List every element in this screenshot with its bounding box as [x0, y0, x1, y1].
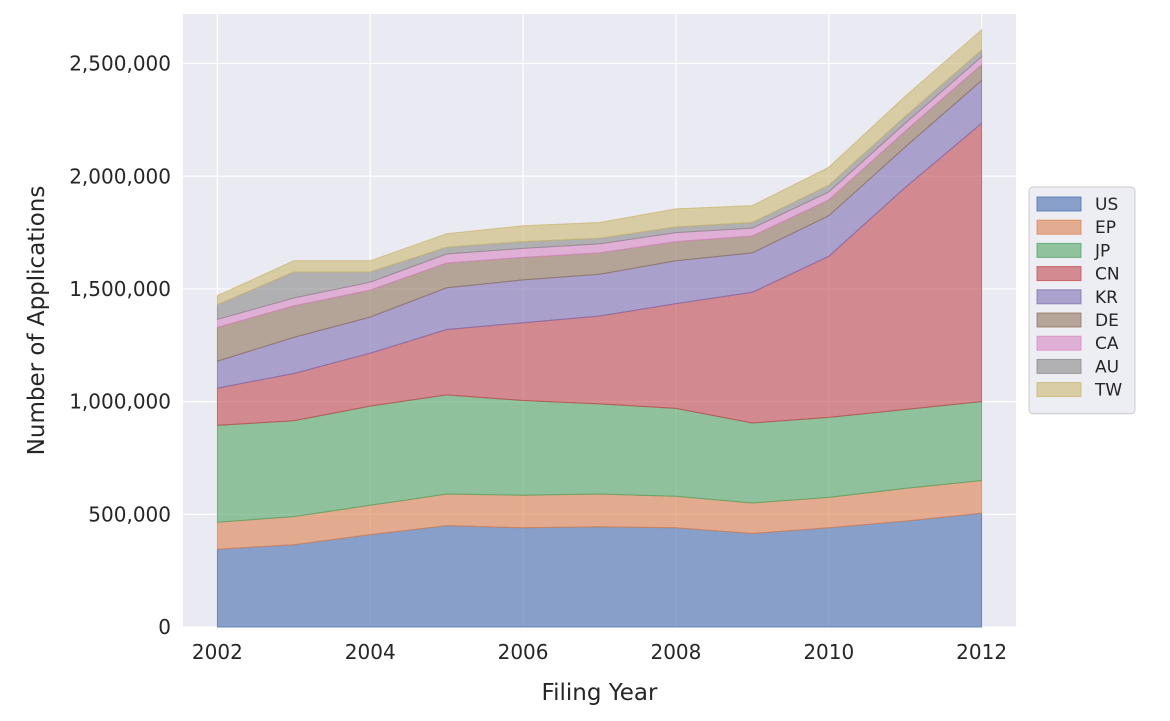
legend-label: KR	[1095, 288, 1118, 308]
legend-item-au: AU	[1036, 357, 1119, 377]
legend-item-de: DE	[1036, 311, 1119, 331]
legend-label: CN	[1095, 265, 1120, 285]
legend-item-us: US	[1036, 195, 1118, 215]
x-tick-label: 2012	[956, 640, 1007, 664]
legend-label: TW	[1094, 381, 1122, 401]
legend-swatch	[1036, 266, 1082, 282]
legend-label: EP	[1095, 218, 1116, 238]
y-tick-label: 2,000,000	[69, 164, 171, 188]
legend-item-kr: KR	[1036, 288, 1118, 308]
legend-item-jp: JP	[1036, 241, 1110, 261]
legend-swatch	[1036, 196, 1082, 212]
y-axis-ticks: 0 500,000 1,000,000 1,500,000 2,000,000 2,500…	[69, 52, 171, 639]
x-axis-ticks: 2002 2004 2006 2008 2010 2012	[192, 640, 1007, 664]
area-tw	[216, 28, 983, 306]
legend-swatch	[1036, 358, 1082, 374]
legend-swatch	[1036, 335, 1082, 351]
y-tick-label: 1,500,000	[69, 277, 171, 301]
y-tick-label: 1,000,000	[69, 390, 171, 414]
x-axis-title: Filing Year	[542, 680, 658, 706]
y-axis-title: Number of Applications	[24, 186, 50, 456]
x-tick-label: 2004	[345, 640, 396, 664]
legend-swatch	[1036, 312, 1082, 328]
x-tick-label: 2006	[498, 640, 549, 664]
legend-item-cn: CN	[1036, 265, 1120, 285]
stacked-areas	[216, 28, 983, 628]
x-tick-label: 2008	[650, 640, 701, 664]
legend-swatch	[1036, 382, 1082, 398]
legend-label: AU	[1095, 357, 1119, 377]
legend-label: DE	[1095, 311, 1119, 331]
y-tick-label: 500,000	[88, 502, 171, 526]
legend-swatch	[1036, 242, 1082, 258]
y-tick-label: 2,500,000	[69, 52, 171, 76]
legend-swatch	[1036, 289, 1082, 305]
x-tick-label: 2002	[192, 640, 243, 664]
legend-swatch	[1036, 219, 1082, 235]
y-tick-label: 0	[158, 615, 171, 639]
legend-item-ca: CA	[1036, 334, 1119, 354]
legend-label: US	[1095, 195, 1118, 215]
legend-label: CA	[1095, 334, 1119, 354]
legend: US EP JP CN KR DE CA AU TW	[1028, 186, 1136, 415]
x-tick-label: 2010	[803, 640, 854, 664]
legend-label: JP	[1094, 241, 1110, 261]
legend-item-ep: EP	[1036, 218, 1116, 238]
legend-item-tw: TW	[1036, 381, 1122, 401]
